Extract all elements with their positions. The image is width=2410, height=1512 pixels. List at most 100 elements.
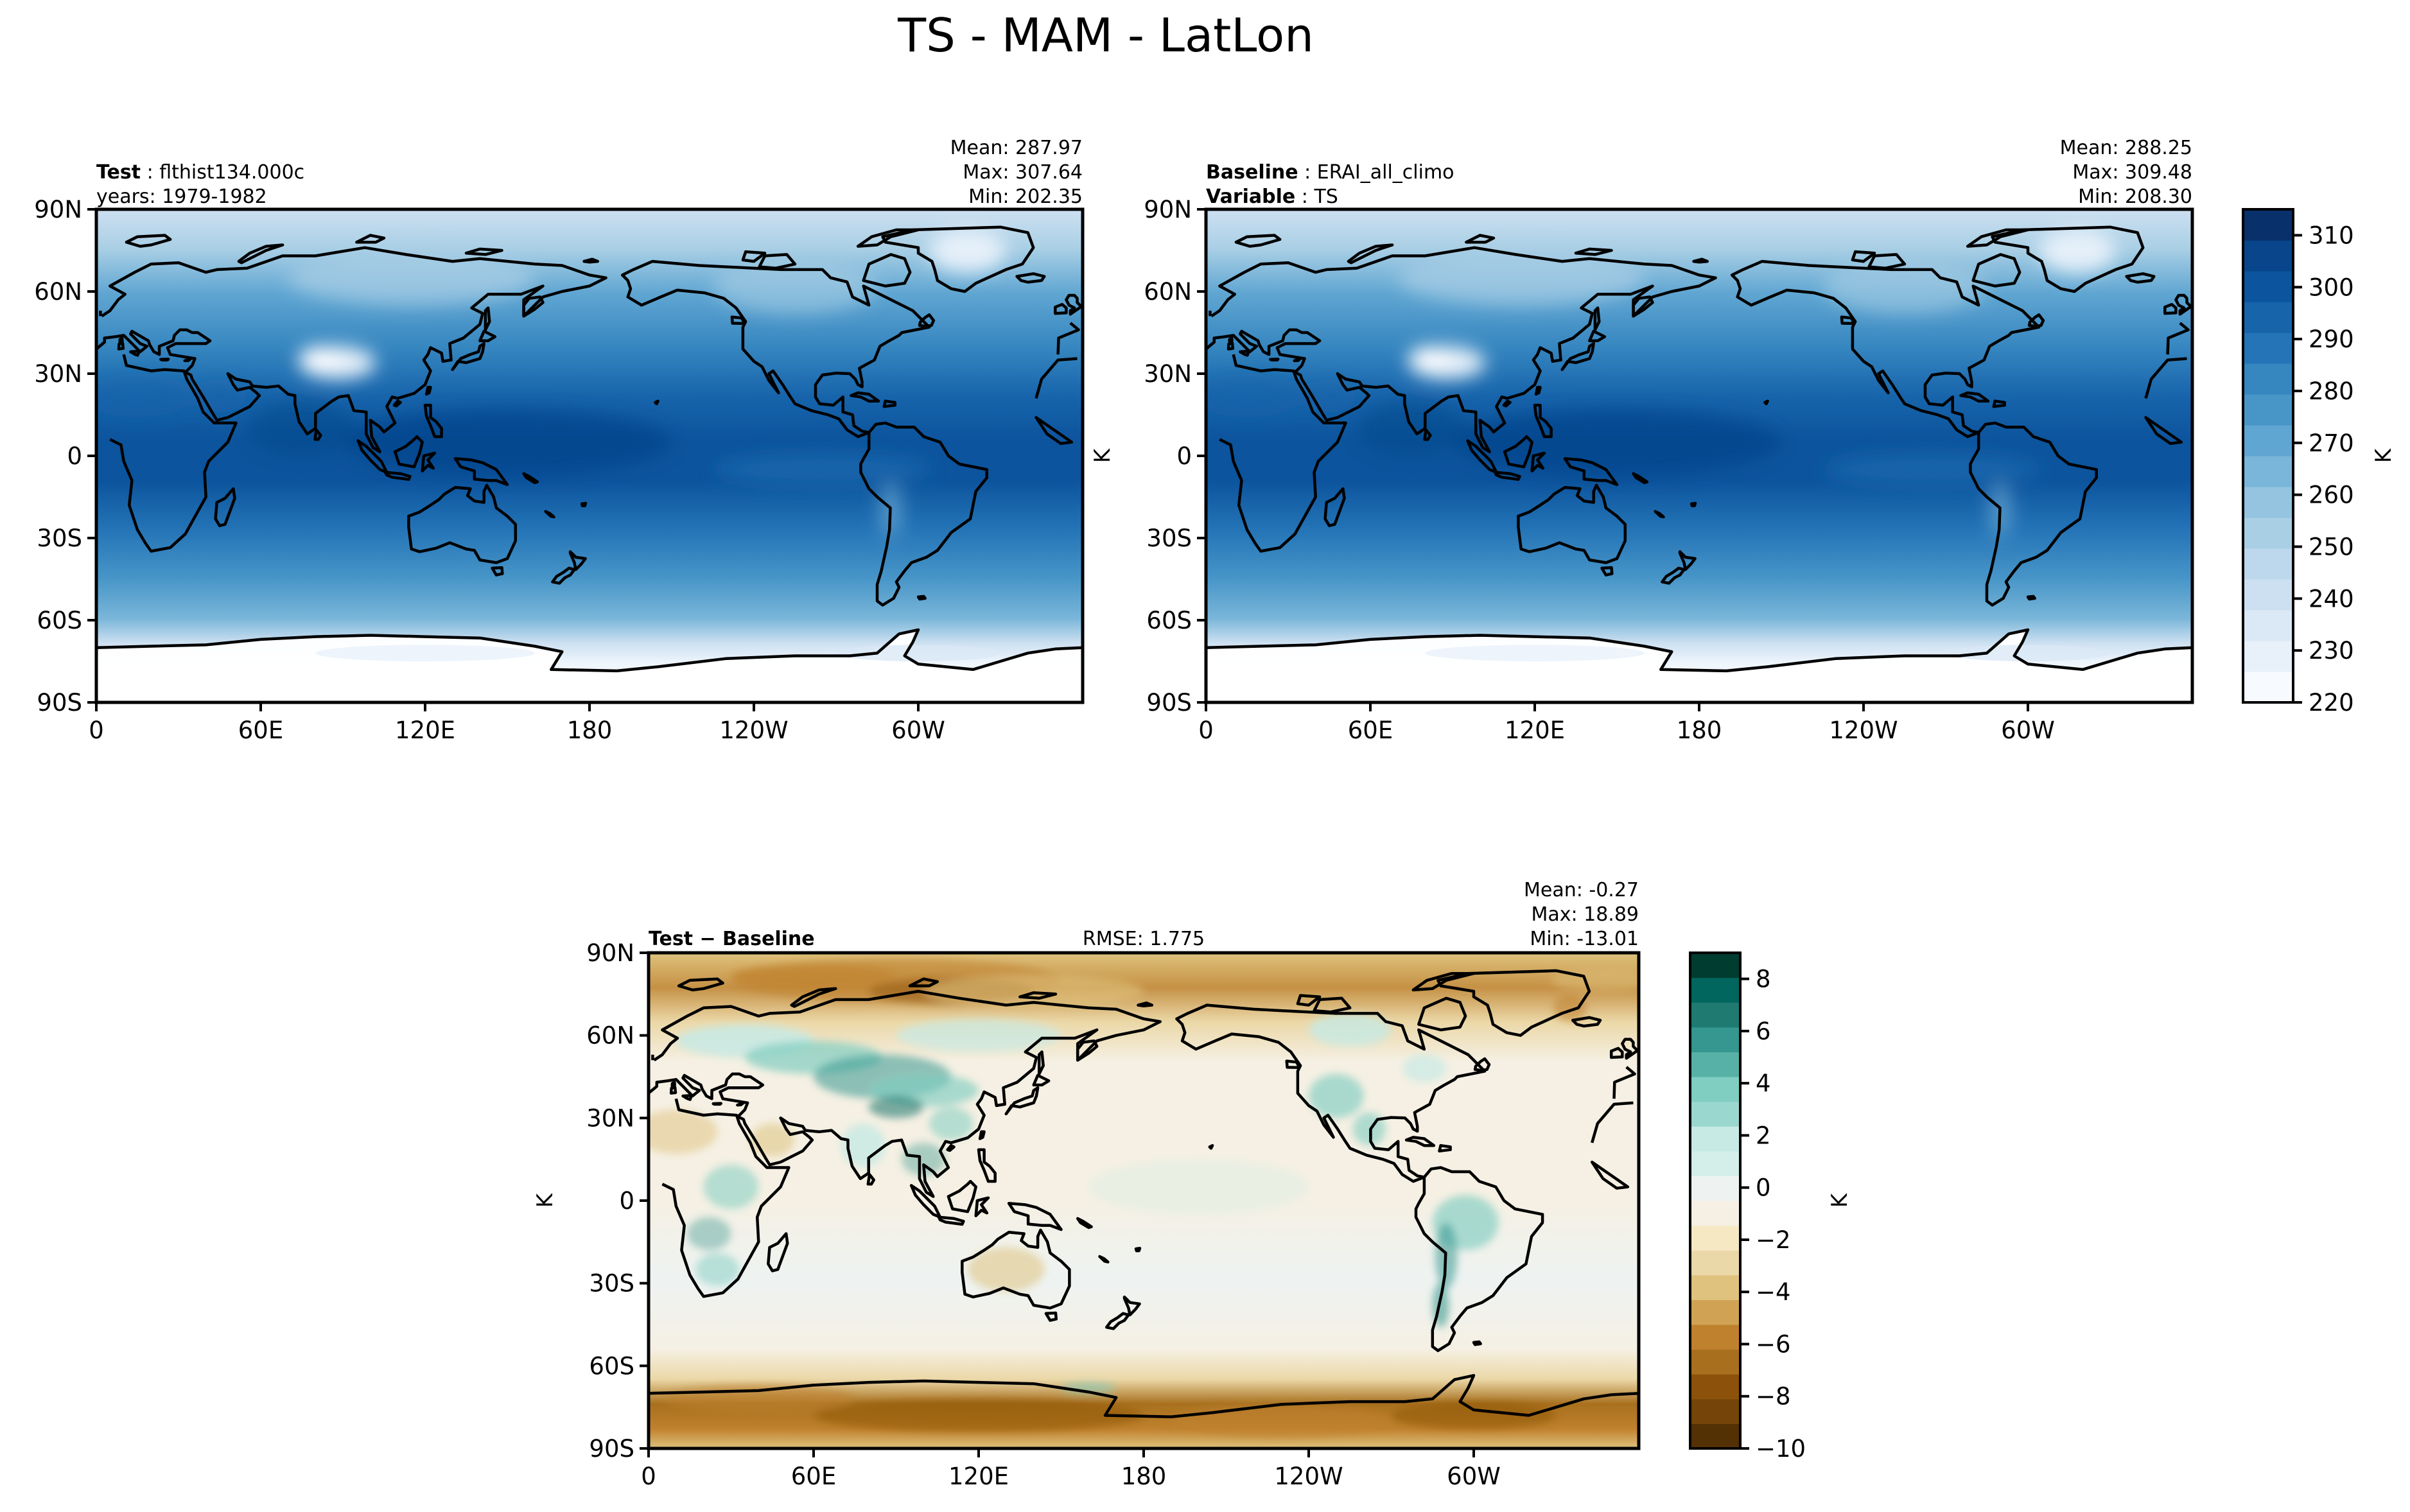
coastline-novaya — [790, 987, 837, 1008]
siberia-cool — [288, 250, 535, 306]
coastline-corsica — [118, 336, 124, 344]
coastline-hispaniola — [882, 399, 896, 408]
baseline-variable-text: TS — [1313, 186, 1338, 208]
colorbar-tick-label: 260 — [2309, 482, 2354, 509]
baseline-stat-mean: Mean: 288.25 — [2060, 137, 2192, 159]
baseline-label-sep: : — [1298, 161, 1317, 184]
coastline-srilanka — [866, 1173, 876, 1186]
coastline-gb — [99, 293, 1083, 317]
baseline-ylabel: K — [1090, 448, 1115, 463]
coastline-cuba — [850, 391, 880, 403]
colorbar-tick-label: 6 — [1756, 1018, 1771, 1045]
colorbar-tick-label: 8 — [1756, 966, 1771, 993]
coastline-sumatra — [356, 439, 389, 474]
x-tick-label: 0 — [1198, 717, 1214, 744]
diff-ylabel: K — [532, 1192, 558, 1208]
coastline-japan — [451, 342, 485, 371]
colorbar-cell — [1690, 1299, 1740, 1325]
colorbar-cell — [1690, 1027, 1740, 1052]
test-years: years: 1979-1982 — [96, 186, 267, 208]
coastline-philippines — [1533, 403, 1553, 439]
coastline-gb — [1209, 293, 2193, 317]
coastline-kamchatka_ok — [1632, 295, 1654, 318]
coastline-madagascar — [1323, 487, 1346, 528]
coastline-ellesmere — [1966, 228, 2030, 248]
y-tick-label: 90N — [34, 196, 82, 223]
baseline-variable-bold: Variable — [1206, 186, 1295, 208]
colorbar-tick-label: −10 — [1756, 1435, 1806, 1463]
arabia-cool — [750, 1123, 795, 1157]
sahara-warm — [96, 374, 193, 418]
x-tick-label: 60W — [891, 717, 945, 744]
coastline-newfoundland — [1473, 1057, 1491, 1072]
coastline-solomon — [1076, 1217, 1093, 1230]
diff-rmse: RMSE: 1.775 — [1083, 928, 1205, 950]
x-tick-label: 120E — [948, 1463, 1009, 1490]
greenland-cold — [929, 228, 1006, 273]
test-coastlines — [95, 225, 1083, 673]
coastline-crete — [159, 358, 170, 361]
colorbar-cell — [1690, 1077, 1740, 1102]
colorbar-cell — [1690, 1002, 1740, 1028]
coastline-falklands — [916, 595, 927, 601]
x-tick-label: 0 — [641, 1463, 656, 1490]
colorbar-cell — [2243, 209, 2293, 241]
colorbar-cell — [1690, 1151, 1740, 1176]
coastline-sardinia — [117, 341, 125, 351]
test-label-text: flthist134.000c — [159, 161, 304, 184]
coastline-novaya — [237, 243, 284, 265]
test-label: Test : flthist134.000c — [96, 161, 304, 184]
coastline-cuba — [1959, 391, 1990, 403]
coastline-cyprus — [183, 356, 193, 363]
east-africa-teal — [703, 1165, 759, 1209]
y-tick-label: 30N — [586, 1104, 634, 1132]
y-tick-label: 90S — [1146, 689, 1192, 717]
coastline-iceland — [1571, 1016, 1602, 1028]
y-tick-label: 30S — [37, 525, 82, 552]
colorbar-cell — [2243, 240, 2293, 272]
baseline-label-bold: Baseline — [1206, 161, 1298, 184]
diff-colorbar-cells — [1690, 953, 1740, 1449]
coastline-ireland — [2163, 302, 2178, 315]
coastline-hainan — [392, 399, 402, 408]
coastline-borneo — [393, 435, 424, 469]
test-label-bold: Test — [96, 161, 141, 184]
colorbar-cell — [2243, 394, 2293, 426]
colorbar-tick-label: 2 — [1756, 1122, 1771, 1149]
coastline-africa — [661, 1098, 1634, 1298]
test-map-area — [94, 207, 1085, 704]
figure-title: TS - MAM - LatLon — [897, 8, 1314, 62]
x-tick-label: 60W — [1447, 1463, 1501, 1490]
coastline-ellesmere — [1411, 971, 1476, 992]
sahara-warm — [1206, 374, 1302, 418]
colorbar-tick-label: 0 — [1756, 1174, 1771, 1202]
colorbar-cell — [2243, 363, 2293, 395]
coastline-vancouverI — [730, 315, 746, 326]
coastline-iceland — [1015, 272, 1046, 284]
coastline-sulawesi — [421, 451, 437, 473]
coastline-taiwan — [978, 1130, 986, 1140]
colorbar-tick-label: 280 — [2309, 378, 2354, 405]
coastline-fiji — [1134, 1246, 1142, 1253]
coastline-hispaniola — [1438, 1143, 1452, 1153]
baseline-colorbar-ticks: 220 230 240 250 260 270 280 290 300 310 — [2293, 222, 2354, 717]
canada-teal — [1309, 1013, 1392, 1047]
baseline-colorbar-label: K — [2371, 448, 2397, 463]
warm-pool — [1453, 409, 1781, 475]
coastline-antarctica — [648, 1374, 1639, 1418]
x-tick-label: 60W — [2001, 717, 2055, 744]
coastline-victoria — [1313, 996, 1352, 1014]
baseline-stat-min: Min: 208.30 — [2078, 186, 2192, 208]
coastline-banks — [741, 250, 767, 263]
colorbar-tick-label: 4 — [1756, 1070, 1771, 1097]
canada-cool — [713, 258, 877, 314]
coastline-cyprus — [736, 1101, 746, 1107]
x-tick-label: 0 — [89, 717, 104, 744]
colorbar-cell — [2243, 302, 2293, 333]
indian-ocean-warm — [247, 401, 357, 456]
baseline-land-field — [1206, 629, 2192, 702]
coastline-samerica — [1969, 421, 2098, 607]
colorbar-cell — [1690, 977, 1740, 1003]
